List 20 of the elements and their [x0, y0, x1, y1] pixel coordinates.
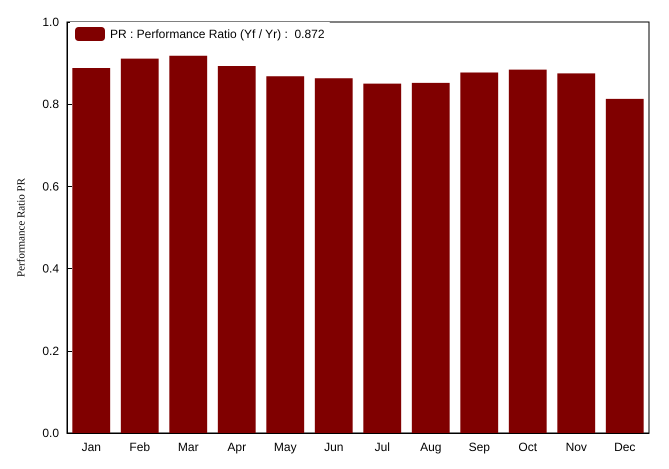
x-tick-label: Nov: [566, 440, 587, 454]
x-tick-label: Sep: [468, 440, 490, 454]
x-tick-label: Feb: [129, 440, 150, 454]
y-tick-label: 1.0: [42, 15, 60, 29]
y-tick-label: 0.0: [42, 426, 60, 440]
x-tick-label: Jan: [82, 440, 101, 454]
y-tick-label: 0.2: [42, 344, 60, 358]
y-axis-title: Performance Ratio PR: [16, 177, 28, 277]
x-tick-label: Jun: [324, 440, 344, 454]
x-tick-label: Jul: [374, 440, 390, 454]
x-tick-label: May: [274, 440, 297, 454]
x-tick-label: Aug: [420, 440, 442, 454]
x-tick-label: Dec: [614, 440, 636, 454]
legend-label: PR : Performance Ratio (Yf / Yr) : 0.872: [110, 27, 325, 41]
y-tick-label: 0.6: [42, 179, 60, 194]
y-tick-label: 0.4: [42, 262, 60, 276]
x-tick-label: Oct: [518, 440, 538, 454]
x-tick-label: Mar: [178, 440, 199, 454]
x-tick-label: Apr: [227, 440, 246, 454]
y-tick-label: 0.8: [42, 97, 60, 112]
